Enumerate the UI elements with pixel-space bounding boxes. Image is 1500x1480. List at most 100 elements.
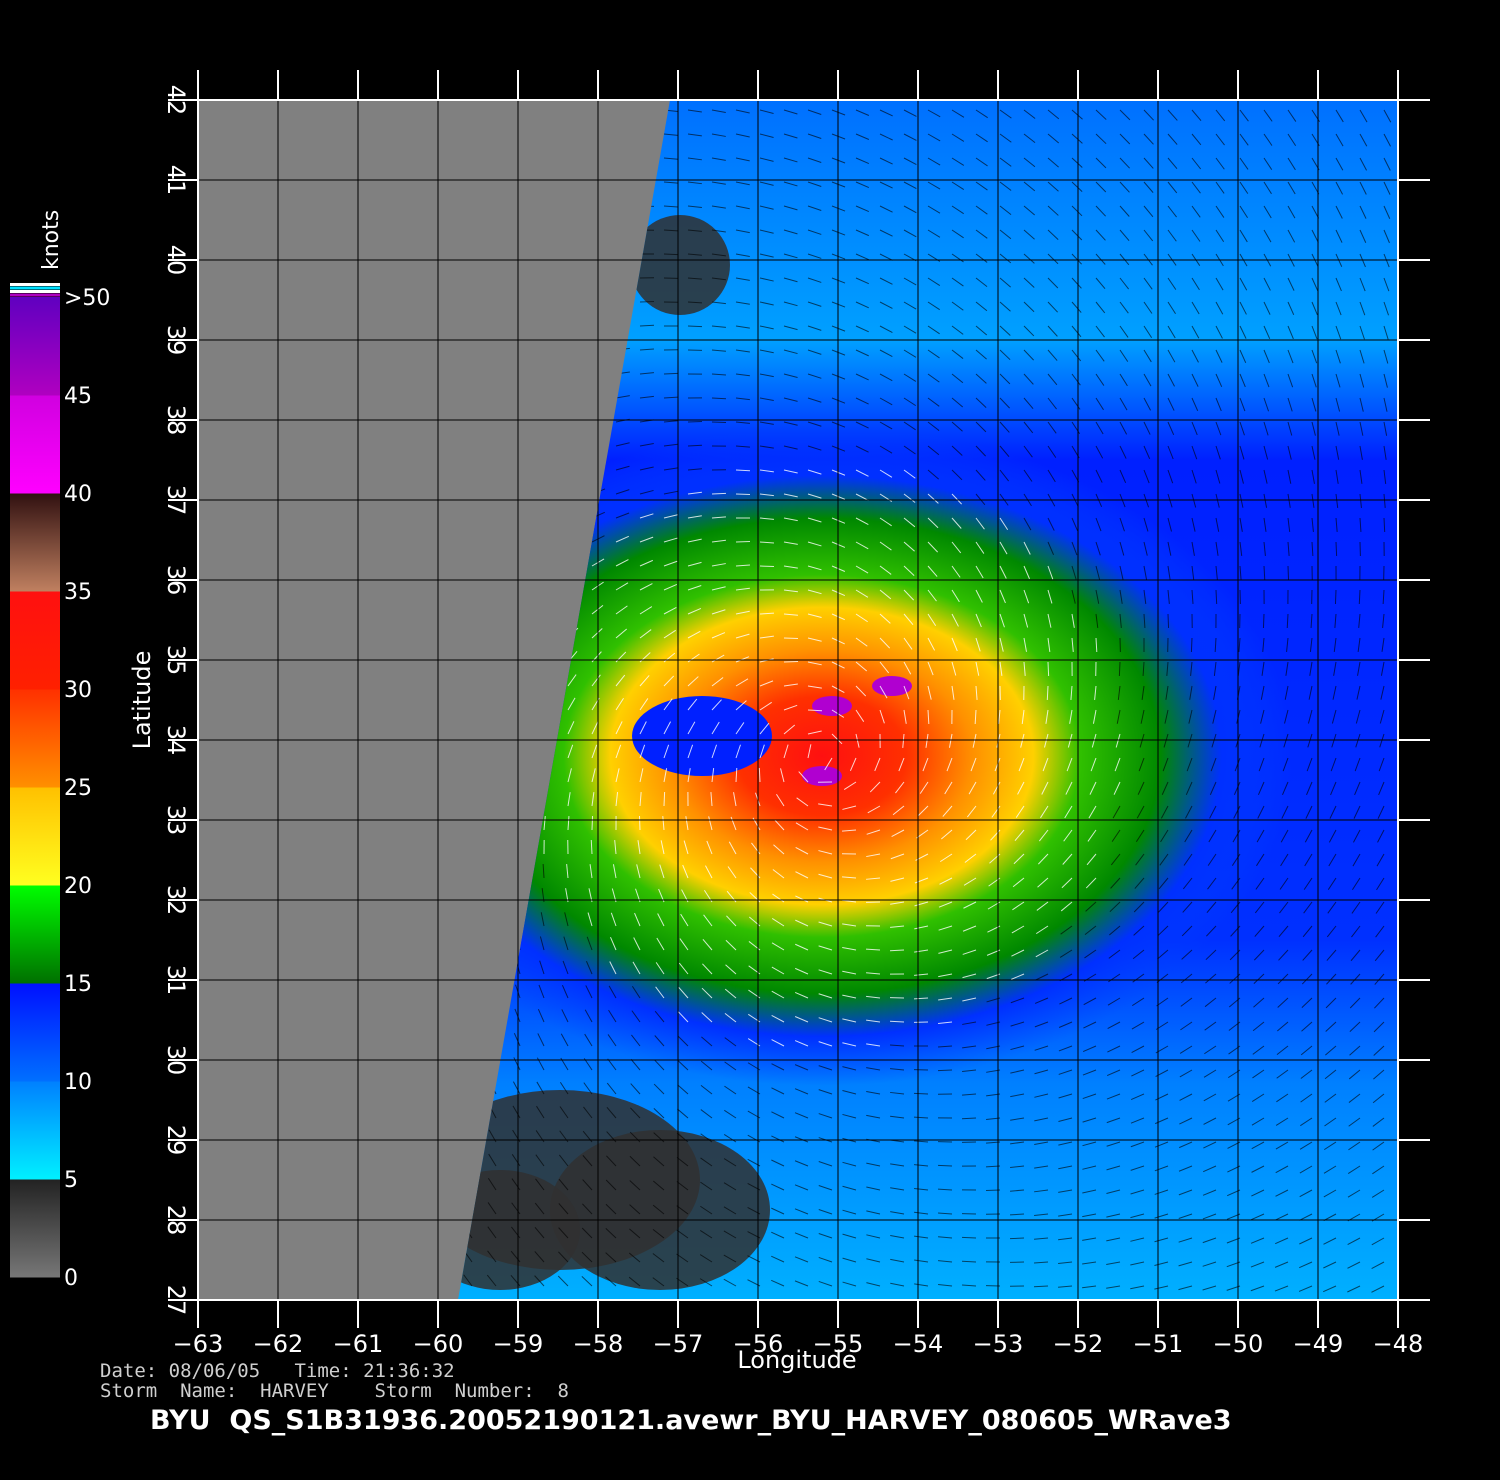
wind-barb: [1143, 325, 1153, 338]
wind-barb: [487, 1226, 497, 1239]
wind-barb: [975, 301, 988, 312]
wind-barb: [1010, 973, 1025, 980]
wind-barb: [1191, 589, 1194, 604]
wind-barb: [1154, 1165, 1169, 1172]
wind-barb: [842, 899, 857, 903]
wind-barb: [783, 373, 798, 378]
wind-barb: [1095, 229, 1106, 241]
wind-barb: [783, 493, 798, 498]
wind-barb: [723, 1230, 737, 1239]
wind-barb: [759, 301, 774, 306]
wind-barb: [558, 1178, 569, 1191]
wind-barb: [1092, 709, 1097, 724]
wind-barb: [615, 721, 623, 735]
wind-barb: [1071, 253, 1082, 265]
wind-barb: [581, 1251, 593, 1263]
wind-barb: [879, 181, 893, 189]
wind-barb: [1239, 349, 1247, 363]
wind-barb: [1160, 829, 1169, 843]
wind-barb: [582, 1203, 593, 1215]
wind-barb: [1023, 445, 1033, 458]
wind-barb: [708, 816, 713, 831]
wind-barb: [855, 157, 870, 164]
wind-barb: [842, 1281, 857, 1287]
wind-barb: [855, 181, 870, 189]
wind-barb: [1287, 181, 1296, 195]
wind-barb: [567, 697, 576, 711]
wind-barb: [944, 781, 953, 795]
wind-barb: [1047, 541, 1055, 556]
wind-barb: [630, 1058, 641, 1071]
wind-barb: [951, 637, 958, 652]
wind-barb: [1085, 877, 1097, 889]
wind-barb: [1356, 685, 1361, 700]
wind-barb: [1286, 613, 1289, 629]
wind-barb: [879, 325, 893, 333]
wind-barb: [1215, 109, 1226, 122]
wind-barb: [1380, 661, 1385, 676]
wind-barb: [1359, 517, 1362, 533]
wind-barb: [557, 1275, 569, 1287]
wind-barb: [629, 1204, 641, 1215]
wind-barb: [1309, 661, 1313, 676]
wind-barb: [938, 901, 953, 908]
wind-barb: [1071, 181, 1083, 193]
wind-barb: [1239, 205, 1248, 219]
wind-barb: [951, 517, 962, 529]
wind-barb: [942, 805, 953, 817]
wind-barb: [866, 1186, 881, 1191]
wind-barb: [771, 1014, 785, 1023]
wind-barb: [1335, 301, 1342, 316]
wind-barb: [1256, 829, 1265, 843]
wind-barb: [1119, 277, 1130, 290]
wind-barb: [1380, 685, 1385, 700]
wind-barb: [1071, 277, 1082, 289]
wind-barb: [663, 583, 678, 591]
wind-barb: [735, 678, 749, 687]
wind-barb: [1252, 1021, 1265, 1032]
wind-barb: [711, 109, 726, 114]
wind-barb: [1239, 181, 1249, 194]
wind-barb: [687, 205, 702, 209]
wind-barb: [1310, 613, 1313, 629]
wind-barb: [807, 109, 822, 115]
wind-barb: [534, 1251, 545, 1263]
wind-barb: [1263, 205, 1272, 219]
wind-barb: [774, 819, 785, 831]
wind-barb: [1034, 997, 1049, 1004]
wind-barb: [1255, 877, 1265, 890]
wind-barb: [1277, 997, 1289, 1008]
wind-barb: [487, 1202, 497, 1215]
wind-barb: [1375, 925, 1385, 938]
wind-barb: [807, 517, 822, 523]
wind-barb: [1143, 421, 1151, 435]
colorbar-label: 20: [64, 874, 92, 899]
wind-barb: [975, 661, 980, 676]
wind-barb: [842, 805, 857, 810]
wind-barb: [682, 864, 689, 879]
wind-barb: [585, 985, 593, 999]
colorbar-label: 10: [64, 1070, 92, 1095]
wind-barb: [1083, 1021, 1097, 1029]
wind-barb: [1308, 685, 1313, 700]
wind-barb: [581, 1275, 593, 1287]
wind-barb: [783, 253, 798, 259]
wind-barb: [1359, 469, 1363, 484]
wind-barb: [1383, 517, 1386, 533]
wind-barb: [866, 1234, 881, 1239]
wind-barb: [1210, 757, 1217, 772]
wind-barb: [831, 109, 846, 116]
wind-barb: [1328, 853, 1337, 867]
wind-barb: [615, 628, 628, 639]
wind-barb: [1058, 1285, 1073, 1288]
wind-barb: [855, 733, 860, 748]
wind-barb: [1167, 277, 1177, 290]
wind-barb: [961, 1284, 977, 1287]
wind-barb: [1047, 253, 1059, 265]
wind-barb: [1350, 973, 1361, 985]
wind-barb: [879, 205, 893, 213]
wind-barb: [1082, 1069, 1097, 1076]
wind-barb: [1167, 181, 1178, 194]
wind-barb: [1325, 1045, 1337, 1056]
wind-barb: [999, 541, 1008, 555]
